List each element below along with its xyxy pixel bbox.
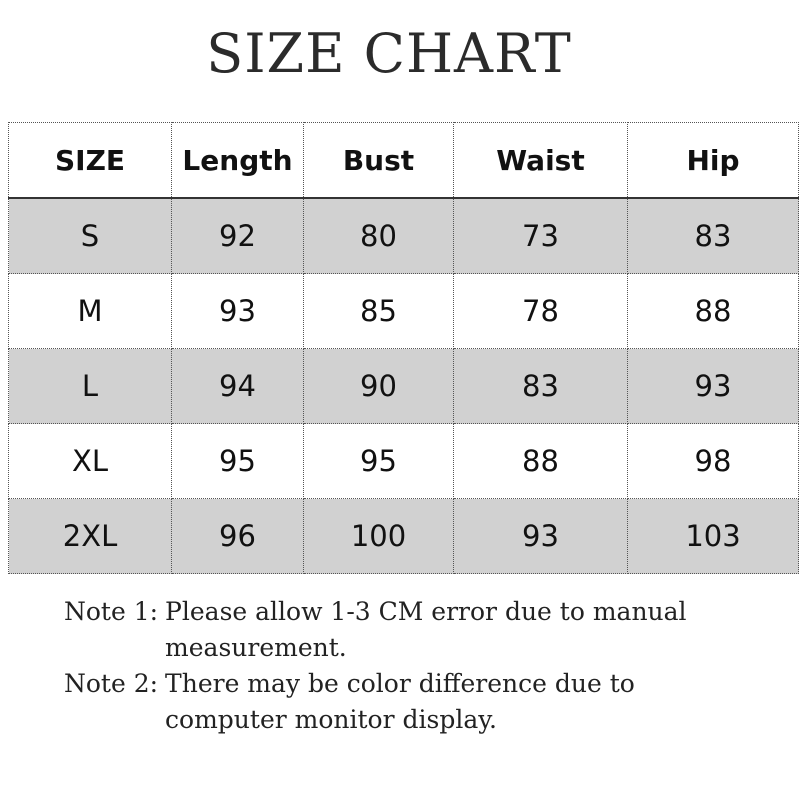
note-text: There may be color difference due to com… xyxy=(165,669,635,734)
note-label: Note 2: xyxy=(64,669,159,698)
table-row: 2XL 96 100 93 103 xyxy=(8,498,799,574)
measurement-cell: 73 xyxy=(453,197,628,274)
column-header: Waist xyxy=(453,122,628,199)
note-1: Note 1: Please allow 1-3 CM error due to… xyxy=(64,594,725,666)
measurement-cell: 92 xyxy=(171,197,304,274)
table-row: L 94 90 83 93 xyxy=(8,348,799,424)
measurement-cell: 93 xyxy=(453,498,628,574)
size-table: SIZE Length Bust Waist Hip S 92 80 73 83 M 93 8… xyxy=(8,122,799,574)
note-2: Note 2: There may be color difference du… xyxy=(64,666,725,738)
notes: Note 1: Please allow 1-3 CM error due to… xyxy=(64,594,725,738)
measurement-cell: 85 xyxy=(303,273,454,349)
measurement-cell: 95 xyxy=(303,423,454,499)
measurement-cell: 98 xyxy=(627,423,799,499)
table-row: XL 95 95 88 98 xyxy=(8,423,799,499)
measurement-cell: 88 xyxy=(453,423,628,499)
measurement-cell: 94 xyxy=(171,348,304,424)
measurement-cell: 96 xyxy=(171,498,304,574)
measurement-cell: 88 xyxy=(627,273,799,349)
measurement-cell: 95 xyxy=(171,423,304,499)
measurement-cell: 100 xyxy=(303,498,454,574)
column-header: Hip xyxy=(627,122,799,199)
size-cell: M xyxy=(8,273,172,349)
measurement-cell: 83 xyxy=(627,197,799,274)
size-cell: XL xyxy=(8,423,172,499)
measurement-cell: 93 xyxy=(627,348,799,424)
measurement-cell: 80 xyxy=(303,197,454,274)
size-cell: S xyxy=(8,197,172,274)
size-cell: L xyxy=(8,348,172,424)
measurement-cell: 78 xyxy=(453,273,628,349)
measurement-cell: 103 xyxy=(627,498,799,574)
table-row: S 92 80 73 83 xyxy=(8,197,799,274)
column-header: SIZE xyxy=(8,122,172,199)
column-header: Length xyxy=(171,122,304,199)
column-header: Bust xyxy=(303,122,454,199)
page-title: SIZE CHART xyxy=(206,22,572,85)
measurement-cell: 83 xyxy=(453,348,628,424)
size-cell: 2XL xyxy=(8,498,172,574)
table-header-row: SIZE Length Bust Waist Hip xyxy=(8,122,799,199)
measurement-cell: 90 xyxy=(303,348,454,424)
note-label: Note 1: xyxy=(64,597,159,626)
measurement-cell: 93 xyxy=(171,273,304,349)
note-text: Please allow 1-3 CM error due to manual … xyxy=(165,597,687,662)
table-row: M 93 85 78 88 xyxy=(8,273,799,349)
